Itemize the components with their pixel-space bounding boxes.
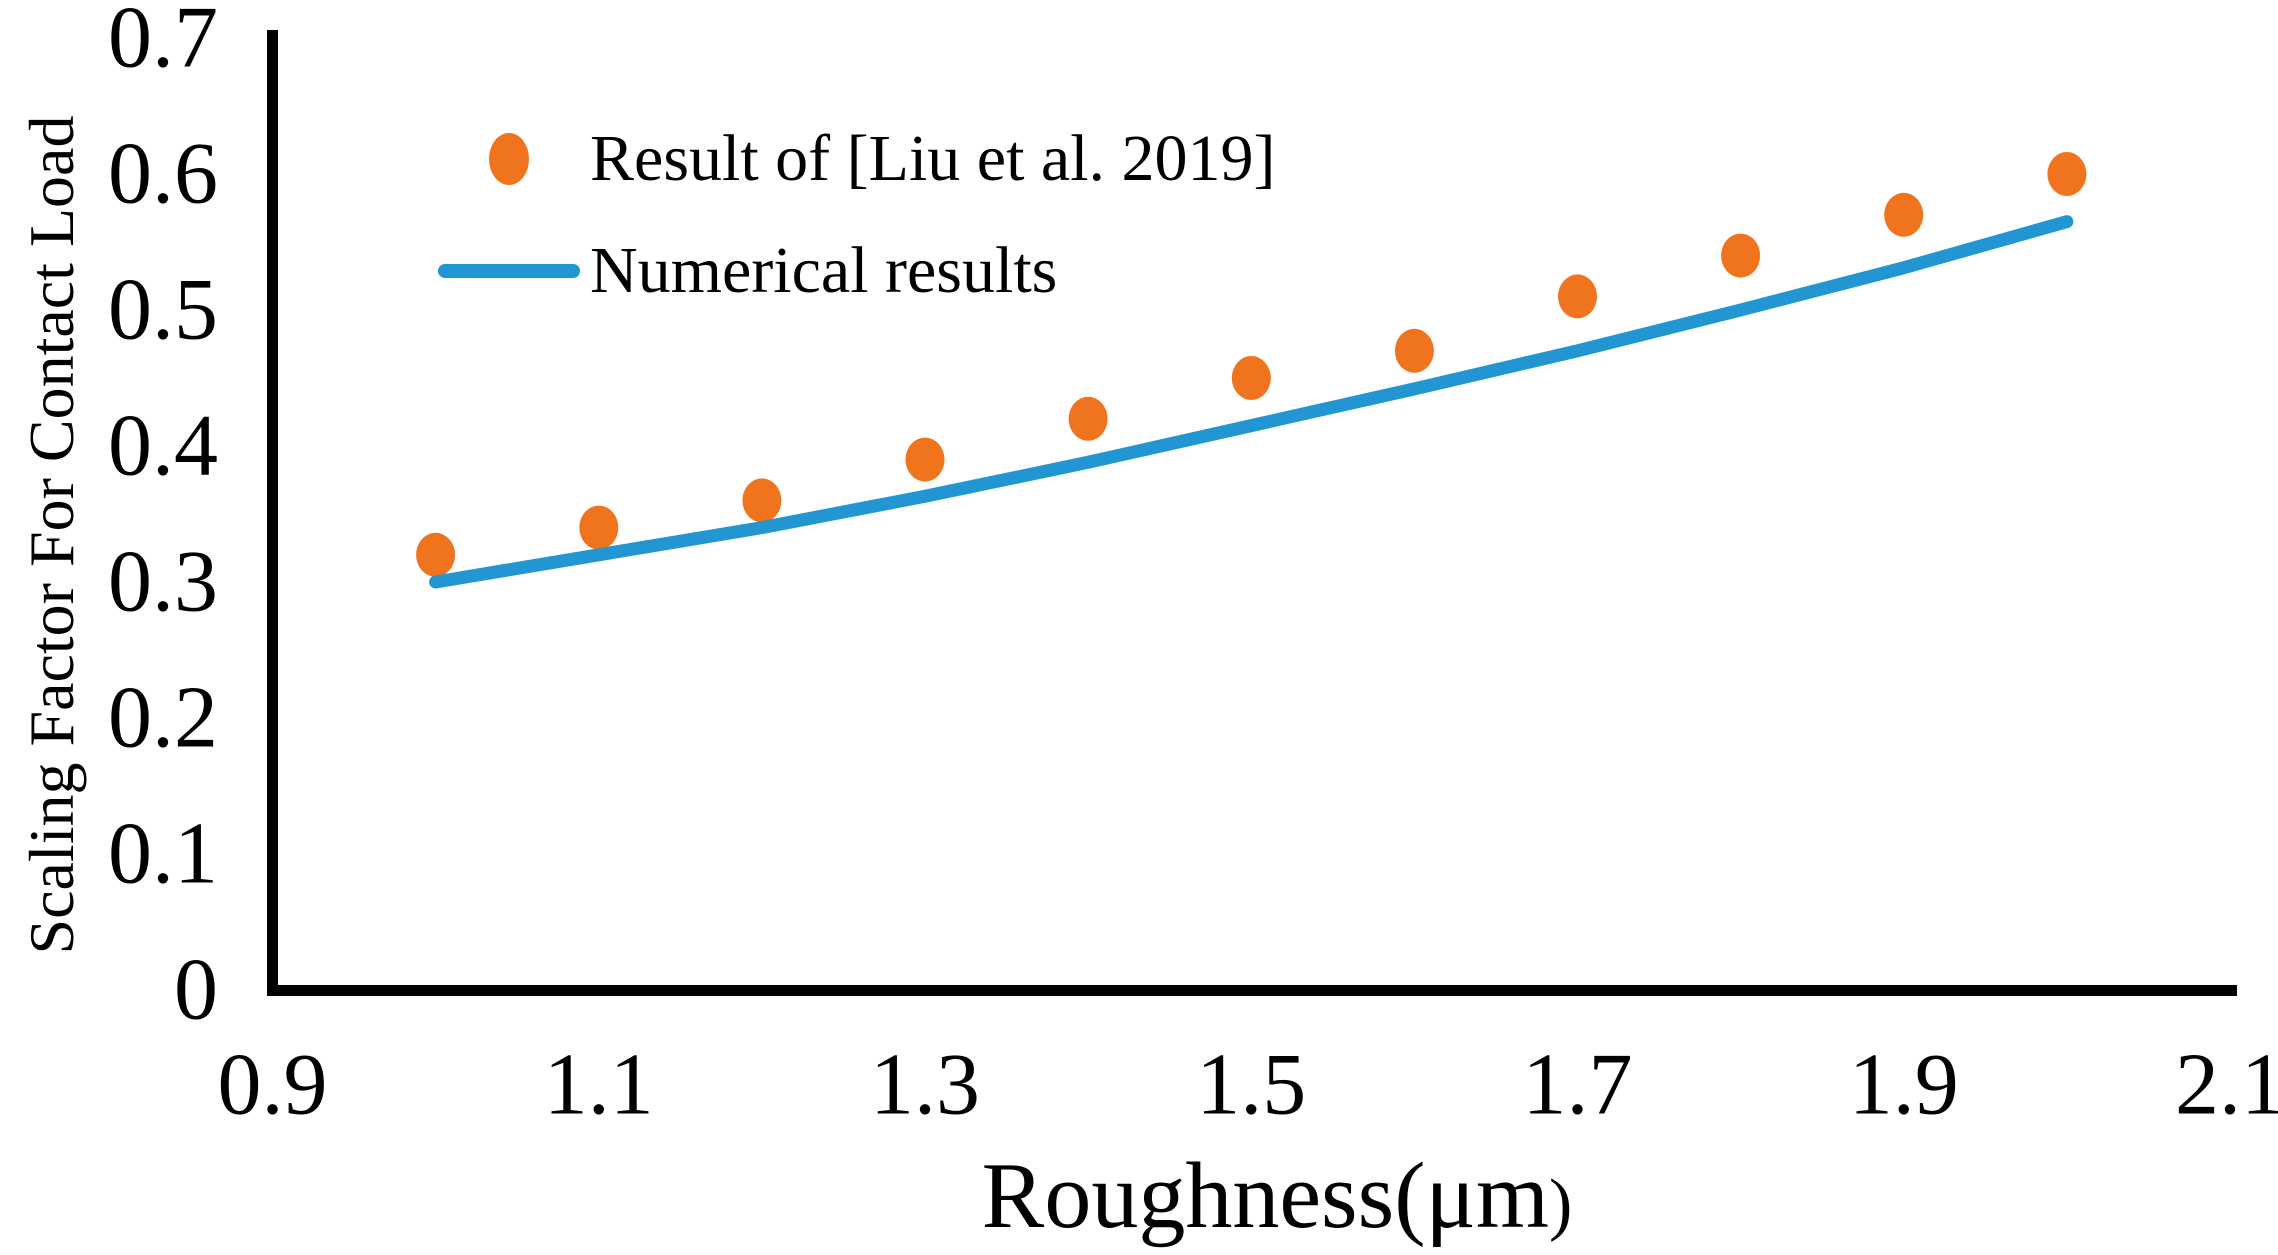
data-point (742, 478, 782, 523)
legend-entry-liu-results: Result of [Liu et al. 2019] (438, 103, 1276, 215)
legend-label-numerical-results: Numerical results (590, 234, 1058, 307)
legend-swatch-box (438, 133, 580, 185)
y-tick-label: 0.4 (108, 397, 218, 495)
y-axis-line (267, 30, 278, 996)
series-layer (416, 152, 2087, 589)
x-tick-label: 1.7 (1522, 1036, 1633, 1134)
x-tick-label: 0.9 (217, 1036, 328, 1134)
data-point (579, 505, 619, 550)
x-tick-label: 2.1 (2175, 1036, 2278, 1134)
data-point (1884, 192, 1924, 237)
legend: Result of [Liu et al. 2019] Numerical re… (438, 103, 1276, 327)
legend-entry-numerical-results: Numerical results (438, 215, 1276, 327)
legend-label-liu-results: Result of [Liu et al. 2019] (590, 122, 1276, 195)
x-axis-title: Roughness(μm) (981, 1144, 1573, 1248)
y-tick-label: 0.7 (108, 0, 218, 87)
y-tick-label: 0.2 (108, 669, 218, 767)
line-swatch-icon (438, 264, 580, 278)
data-point (1558, 274, 1597, 319)
data-point (1231, 356, 1271, 400)
data-point (416, 532, 456, 577)
data-point (1068, 396, 1108, 441)
data-point (1394, 328, 1434, 373)
y-tick-label: 0.6 (108, 125, 218, 223)
y-tick-label: 0.1 (108, 805, 218, 903)
data-point (2047, 152, 2087, 196)
x-tick-label: 1.5 (1196, 1036, 1307, 1134)
scatter-dot-icon (489, 133, 529, 185)
y-tick-label: 0 (174, 941, 218, 1039)
y-tick-label: 0.3 (108, 533, 218, 631)
numerical-results-line (429, 215, 2074, 589)
x-tick-label: 1.9 (1848, 1036, 1959, 1134)
data-point (1721, 233, 1761, 278)
y-tick-label: 0.5 (108, 261, 218, 359)
data-point (905, 437, 945, 482)
axes (267, 30, 2237, 996)
x-tick-label: 1.1 (543, 1036, 654, 1134)
x-tick-label: 1.3 (870, 1036, 980, 1134)
x-axis-line (267, 985, 2237, 996)
